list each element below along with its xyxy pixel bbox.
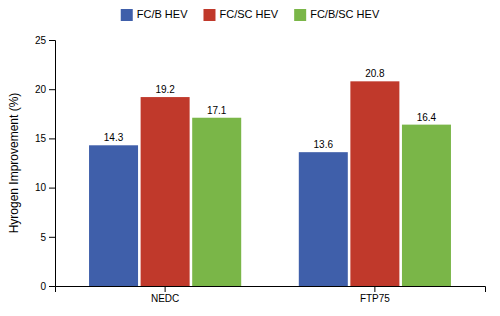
legend-label: FC/SC HEV bbox=[219, 8, 278, 20]
legend-swatch bbox=[203, 9, 215, 21]
y-axis: 0 5 10 15 20 25 bbox=[35, 35, 56, 292]
legend: FC/B HEV FC/SC HEV FC/B/SC HEV bbox=[121, 8, 380, 21]
legend-item: FC/B HEV bbox=[121, 8, 188, 21]
bar bbox=[192, 118, 241, 286]
y-tick: 25 bbox=[35, 35, 55, 46]
bar bbox=[299, 152, 348, 286]
y-tick-mark bbox=[49, 89, 55, 90]
y-tick: 15 bbox=[35, 133, 55, 144]
data-label: 19.2 bbox=[155, 84, 175, 95]
y-axis-title: Hyrogen Improvement (%) bbox=[7, 93, 21, 234]
x-tick-mark bbox=[165, 286, 166, 292]
y-axis-line bbox=[49, 41, 56, 287]
y-tick-label: 0 bbox=[40, 281, 46, 292]
chart: 0510152025NEDCFTP7514.313.619.220.817.11… bbox=[0, 0, 500, 316]
legend-swatch bbox=[294, 9, 306, 21]
x-tick-label: FTP75 bbox=[360, 293, 390, 304]
bars bbox=[89, 81, 451, 286]
bar bbox=[350, 81, 399, 286]
legend-item: FC/SC HEV bbox=[203, 8, 278, 21]
y-tick: 10 bbox=[35, 182, 55, 193]
y-tick: 5 bbox=[40, 232, 55, 243]
bar bbox=[141, 97, 190, 286]
data-labels: 14.3 13.6 19.2 20.8 17.1 16.4 bbox=[104, 68, 437, 150]
x-tick-label: NEDC bbox=[151, 293, 179, 304]
y-tick-mark bbox=[49, 40, 55, 41]
bar bbox=[89, 145, 138, 286]
x-axis: NEDC FTP75 bbox=[56, 286, 486, 304]
y-tick: 20 bbox=[35, 84, 55, 95]
data-label: 14.3 bbox=[104, 132, 124, 143]
bar bbox=[402, 125, 451, 286]
x-tick: FTP75 bbox=[360, 286, 390, 304]
y-tick-mark bbox=[49, 237, 55, 238]
legend-label: FC/B HEV bbox=[137, 8, 188, 20]
y-tick-label: 15 bbox=[35, 133, 47, 144]
y-tick-label: 20 bbox=[35, 84, 47, 95]
y-tick-mark bbox=[49, 138, 55, 139]
y-tick-mark bbox=[49, 188, 55, 189]
x-tick-mark bbox=[374, 286, 375, 292]
data-label: 20.8 bbox=[365, 68, 385, 79]
x-tick: NEDC bbox=[151, 286, 179, 304]
plot: 0510152025NEDCFTP7514.313.619.220.817.11… bbox=[35, 35, 486, 304]
data-label: 16.4 bbox=[417, 112, 437, 123]
y-tick-label: 10 bbox=[35, 182, 47, 193]
x-axis-line bbox=[56, 287, 486, 293]
data-label: 17.1 bbox=[207, 105, 227, 116]
legend-swatch bbox=[121, 9, 133, 21]
y-tick-label: 5 bbox=[40, 232, 46, 243]
data-label: 13.6 bbox=[314, 139, 334, 150]
y-tick-mark bbox=[49, 286, 55, 287]
legend-label: FC/B/SC HEV bbox=[310, 8, 380, 20]
y-tick: 0 bbox=[40, 281, 55, 292]
y-tick-label: 25 bbox=[35, 35, 47, 46]
legend-item: FC/B/SC HEV bbox=[294, 8, 380, 21]
